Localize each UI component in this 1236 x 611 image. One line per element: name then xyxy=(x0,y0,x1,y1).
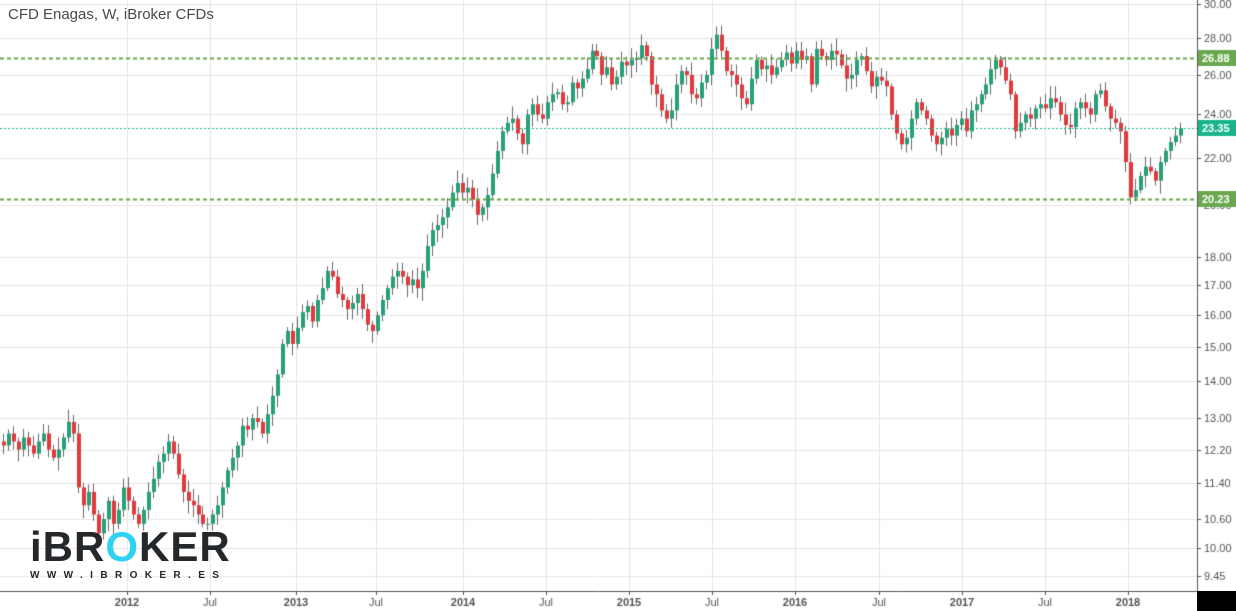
logo-text-pre: iBR xyxy=(30,523,106,570)
ibroker-logo: iBROKER WWW.IBROKER.ES xyxy=(30,526,231,582)
logo-wordmark: iBROKER xyxy=(30,526,231,568)
logo-text-post: KER xyxy=(139,523,231,570)
corner-box xyxy=(1197,591,1236,611)
chart-title: CFD Enagas, W, iBroker CFDs xyxy=(8,6,214,23)
logo-url: WWW.IBROKER.ES xyxy=(30,570,227,581)
logo-text-o: O xyxy=(105,523,140,570)
